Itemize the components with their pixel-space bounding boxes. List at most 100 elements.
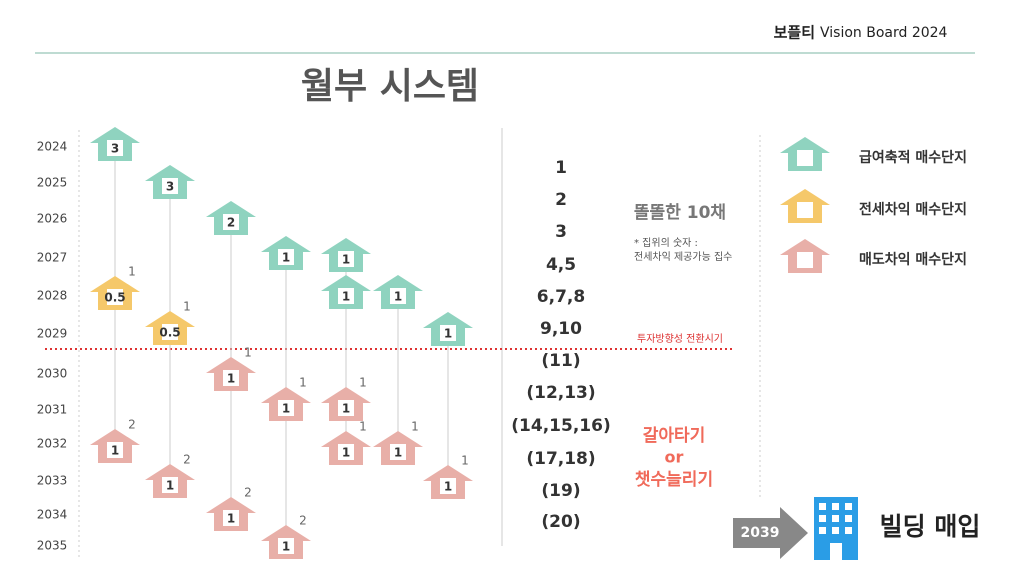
roof <box>145 311 195 327</box>
house <box>261 387 311 421</box>
house-note: 1 <box>128 265 136 279</box>
roof <box>206 357 256 373</box>
year-label: 2033 <box>37 474 68 488</box>
house-label: 1 <box>394 290 402 304</box>
house-label: 1 <box>282 540 290 554</box>
roof <box>373 431 423 447</box>
house <box>321 238 371 272</box>
house <box>90 429 140 463</box>
house-window <box>797 150 813 166</box>
house-label: 1 <box>227 512 235 526</box>
legend-icon <box>780 137 830 171</box>
roof <box>261 525 311 541</box>
house-window <box>107 442 123 458</box>
roof <box>780 189 830 205</box>
house-window <box>223 214 239 230</box>
year-label: 2031 <box>37 403 68 417</box>
house-note: 1 <box>299 376 307 390</box>
house-window <box>278 400 294 416</box>
count-label: (20) <box>541 512 580 532</box>
house <box>261 525 311 559</box>
roof <box>145 464 195 480</box>
house-label: 1 <box>227 372 235 386</box>
house <box>145 464 195 498</box>
house <box>145 311 195 345</box>
roof <box>206 201 256 217</box>
note: 챗수늘리기 <box>635 470 713 490</box>
house-note: 1 <box>359 420 367 434</box>
house-window <box>440 478 456 494</box>
note: 투자방향성 전환시기 <box>637 333 723 345</box>
brand: 보플티 <box>774 24 815 42</box>
subtitle: Vision Board 2024 <box>820 25 948 41</box>
house-window <box>278 538 294 554</box>
house-label: 0.5 <box>159 326 180 340</box>
count-label: (11) <box>541 351 580 371</box>
house <box>90 276 140 310</box>
count-label: (12,13) <box>526 383 595 403</box>
year-label: 2029 <box>37 327 68 341</box>
house <box>261 236 311 270</box>
roof <box>90 127 140 143</box>
house-label: 1 <box>282 251 290 265</box>
house-window <box>162 178 178 194</box>
house-label: 3 <box>166 180 174 194</box>
house-label: 1 <box>444 327 452 341</box>
roof <box>321 431 371 447</box>
house-note: 2 <box>183 453 191 467</box>
roof <box>261 236 311 252</box>
house-note: 1 <box>359 376 367 390</box>
house-window <box>162 324 178 340</box>
building-icon <box>814 497 858 560</box>
house-window <box>338 400 354 416</box>
roof <box>321 275 371 291</box>
house-note: 2 <box>299 514 307 528</box>
house <box>321 387 371 421</box>
count-label: 2 <box>555 190 567 210</box>
house-window <box>797 252 813 268</box>
house-window <box>390 288 406 304</box>
roof <box>373 275 423 291</box>
roof <box>423 312 473 328</box>
year-label: 2034 <box>37 508 68 522</box>
year-label: 2028 <box>37 289 68 303</box>
house-note: 1 <box>461 454 469 468</box>
count-label: 9,10 <box>540 319 582 339</box>
house-window <box>107 289 123 305</box>
house <box>206 357 256 391</box>
roof <box>780 137 830 153</box>
roof <box>321 238 371 254</box>
house <box>321 431 371 465</box>
house <box>373 431 423 465</box>
house-window <box>338 444 354 460</box>
house <box>145 165 195 199</box>
note: * 집위의 숫자 : <box>634 236 698 249</box>
note: 전세차익 제공가능 집수 <box>634 251 732 263</box>
year-label: 2024 <box>37 140 68 154</box>
house <box>321 275 371 309</box>
note: or <box>665 448 684 467</box>
house-note: 2 <box>244 486 252 500</box>
goal-year: 2039 <box>741 525 780 541</box>
house <box>206 497 256 531</box>
count-label: 3 <box>555 222 567 242</box>
house-label: 1 <box>342 402 350 416</box>
note: 갈아타기 <box>643 426 706 446</box>
year-label: 2026 <box>37 212 68 226</box>
year-label: 2035 <box>37 539 68 553</box>
title: 월부 시스템 <box>301 66 479 107</box>
house-note: 1 <box>411 420 419 434</box>
house-window <box>223 510 239 526</box>
roof <box>206 497 256 513</box>
roof <box>423 465 473 481</box>
roof <box>321 387 371 403</box>
legend-label: 급여축적 매수단지 <box>859 149 967 166</box>
year-label: 2025 <box>37 176 68 190</box>
house-window <box>797 202 813 218</box>
house-window <box>278 249 294 265</box>
house-label: 1 <box>111 444 119 458</box>
house-label: 0.5 <box>104 291 125 305</box>
legend-icon <box>780 239 830 273</box>
